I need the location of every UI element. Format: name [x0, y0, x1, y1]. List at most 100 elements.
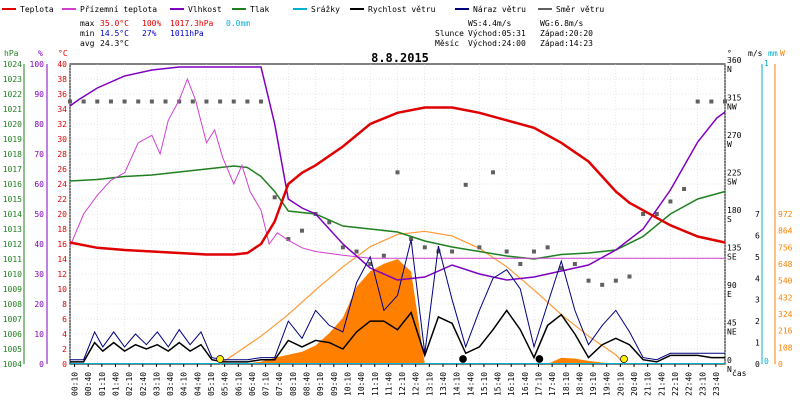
wind-direction-dot: [340, 245, 345, 250]
degc-tick: 38: [57, 75, 67, 84]
hpa-tick: 1011: [3, 255, 22, 264]
time-tick-label: 07:10: [262, 372, 271, 396]
wind-direction-dot: [231, 99, 236, 104]
pct-tick: 80: [34, 120, 44, 129]
time-tick-label: 13:40: [439, 372, 448, 396]
legend-label: Směr větru: [556, 5, 604, 14]
pct-tick: 90: [34, 90, 44, 99]
time-tick-label: 11:10: [371, 372, 380, 396]
wind-direction-dot: [491, 170, 496, 175]
wind-direction-dot: [695, 99, 700, 104]
moon-marker: [535, 355, 544, 363]
sunset-marker: [620, 355, 628, 363]
pct-tick: 0: [39, 360, 44, 369]
chart-title: 8.8.2015: [371, 51, 429, 65]
degc-tick: 10: [57, 285, 67, 294]
plot-area: [68, 66, 727, 365]
wm2-axis-label: W: [780, 49, 785, 58]
degc-tick: 4: [62, 330, 67, 339]
hpa-tick: 1021: [3, 105, 22, 114]
stats-pressure: 1017.3hPa: [170, 19, 214, 28]
dir-tick-letter: SW: [727, 178, 737, 187]
legend-label: Srážky: [311, 5, 340, 14]
dir-tick-letter: N: [727, 365, 732, 374]
hpa-tick: 1008: [3, 300, 22, 309]
stats-moonrise: Východ:24:00: [468, 39, 526, 48]
moonset-marker: [459, 355, 467, 363]
time-tick-label: 01:40: [111, 372, 120, 396]
wind-direction-dot: [518, 262, 523, 266]
dir-tick-letter: N: [727, 65, 732, 74]
time-tick-label: 16:10: [507, 372, 516, 396]
dir-tick-value: 45: [727, 319, 737, 328]
ms-tick: 2: [755, 317, 760, 326]
stats-humidity: 27%: [142, 29, 157, 38]
hpa-tick: 1007: [3, 315, 22, 324]
dir-tick-value: 360: [727, 56, 742, 65]
degc-tick: 24: [57, 180, 67, 189]
time-tick-label: 04:10: [180, 372, 189, 396]
stats-sunrise: Východ:05:31: [468, 29, 526, 38]
time-tick-label: 10:40: [357, 372, 366, 396]
time-tick-label: 07:40: [275, 372, 284, 396]
time-tick-label: 00:10: [71, 372, 80, 396]
mm-tick: 0: [764, 357, 769, 366]
dir-tick-letter: E: [727, 290, 732, 299]
time-tick-label: 01:10: [98, 372, 107, 396]
wind-direction-dot: [381, 253, 386, 258]
time-tick-label: 02:10: [125, 372, 134, 396]
degc-tick: 32: [57, 120, 67, 129]
time-tick-label: 08:40: [303, 372, 312, 396]
hpa-tick: 1010: [3, 270, 22, 279]
wind-direction-dot: [613, 278, 618, 283]
time-tick-label: 20:40: [630, 372, 639, 396]
wind-direction-dot: [654, 212, 659, 216]
hpa-tick: 1024: [3, 60, 22, 69]
time-tick-label: 19:10: [589, 372, 598, 396]
dir-tick-letter: W: [727, 140, 732, 149]
solar-radiation-area: [70, 259, 725, 364]
stats-block: max 35.0°C 100% 1017.3hPa 0.0mm min 14.5°C 27% 1…: [80, 19, 593, 48]
wind-direction-dot: [709, 99, 714, 104]
hpa-tick: 1016: [3, 180, 22, 189]
hpa-tick: 1020: [3, 120, 22, 129]
time-tick-label: 05:10: [207, 372, 216, 396]
time-tick-label: 20:10: [616, 372, 625, 396]
degc-tick: 2: [62, 345, 67, 354]
hpa-tick: 1022: [3, 90, 22, 99]
wm2-tick: 756: [778, 243, 793, 252]
degc-tick: 18: [57, 225, 67, 234]
hpa-tick: 1004: [3, 360, 22, 369]
time-tick-label: 15:10: [480, 372, 489, 396]
dir-tick-value: 180: [727, 206, 742, 215]
stats-moonset: Západ:14:23: [540, 39, 593, 48]
hpa-tick: 1009: [3, 285, 22, 294]
wind-direction-dot: [682, 187, 687, 191]
time-axis: 00:10 00:40 01:10 01:40 02:10 02:40 03:10 03:40…: [71, 364, 747, 396]
hpa-tick: 1006: [3, 330, 22, 339]
wind-direction-dot: [327, 220, 332, 225]
legend-label: Vlhkost: [188, 5, 222, 14]
time-tick-label: 14:40: [466, 372, 475, 396]
degc-tick: 36: [57, 90, 67, 99]
wind-direction-dot: [531, 249, 536, 254]
dir-axis-label: °: [727, 49, 732, 58]
humidity-line: [69, 66, 726, 281]
wind-direction-dot: [272, 195, 277, 200]
wind-direction-dot: [559, 266, 564, 271]
time-tick-label: 13:10: [425, 372, 434, 396]
mm-axis-label: mm: [768, 49, 778, 58]
time-tick-label: 12:40: [412, 372, 421, 396]
time-tick-label: 11:40: [384, 372, 393, 396]
hpa-axis-label: hPa: [4, 49, 19, 58]
time-tick-label: 03:40: [166, 372, 175, 396]
hpa-tick: 1018: [3, 150, 22, 159]
pct-tick: 30: [34, 270, 44, 279]
hpa-tick: 1015: [3, 195, 22, 204]
time-tick-label: 17:10: [535, 372, 544, 396]
wind-direction-dot: [122, 99, 127, 104]
wind-direction-dot: [299, 228, 304, 233]
wind-direction-dot: [477, 245, 482, 250]
left-axes: 1004100510061007100810091010101110121013…: [3, 49, 68, 369]
legend-label: Rychlost větru: [368, 5, 436, 14]
